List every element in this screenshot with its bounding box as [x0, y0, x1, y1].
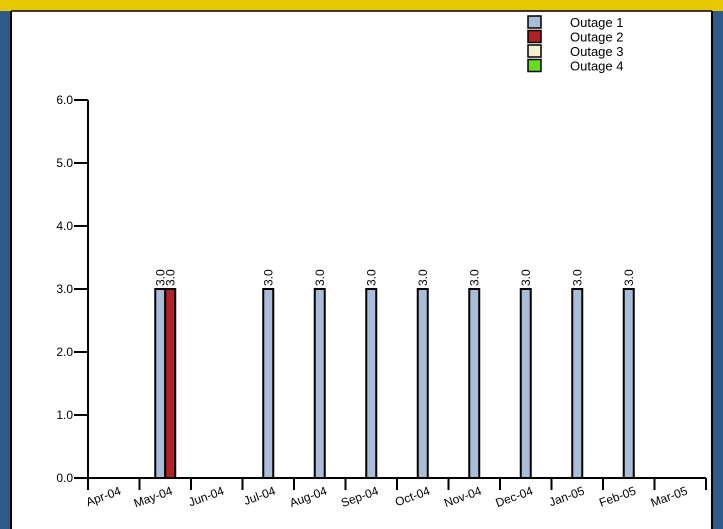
y-tick-label: 5.0 — [56, 156, 73, 170]
data-label: 3.0 — [261, 269, 275, 286]
legend-label: Outage 1 — [570, 15, 624, 30]
top-gold-band — [0, 0, 723, 11]
bar-outage-1 — [365, 288, 378, 479]
plot-background — [11, 11, 712, 529]
data-label: 3.0 — [519, 269, 533, 286]
legend-swatch-outage-2 — [527, 29, 542, 44]
data-label: 3.0 — [416, 269, 430, 286]
legend-label: Outage 2 — [570, 30, 624, 45]
y-tick-label: 6.0 — [56, 93, 73, 107]
y-tick-label: 1.0 — [56, 408, 73, 422]
bar-outage-1 — [262, 288, 275, 479]
legend-swatch-outage-3 — [527, 44, 542, 58]
legend-label: Outage 3 — [570, 44, 624, 59]
y-tick-label: 4.0 — [56, 219, 73, 233]
bar-outage-1 — [154, 288, 167, 479]
data-label: 3.0 — [364, 269, 378, 286]
bar-outage-1 — [416, 288, 429, 479]
data-label: 3.0 — [163, 269, 177, 286]
legend-swatch-outage-1 — [527, 15, 542, 29]
data-label: 3.0 — [467, 269, 481, 286]
y-tick-label: 3.0 — [56, 282, 73, 296]
legend-label: Outage 4 — [570, 59, 624, 74]
bar-outage-1 — [313, 288, 326, 479]
bar-outage-1 — [571, 288, 584, 479]
data-label: 3.0 — [622, 269, 636, 286]
y-tick-label: 2.0 — [56, 345, 73, 359]
legend-swatch-outage-4 — [527, 58, 542, 73]
data-label: 3.0 — [313, 269, 327, 286]
data-label: 3.0 — [153, 269, 167, 286]
bar-outage-2 — [164, 288, 177, 479]
data-label: 3.0 — [570, 269, 584, 286]
bar-outage-1 — [519, 288, 532, 479]
bar-outage-1 — [622, 288, 635, 479]
bar-outage-1 — [468, 288, 481, 479]
y-tick-label: 0.0 — [56, 471, 73, 485]
